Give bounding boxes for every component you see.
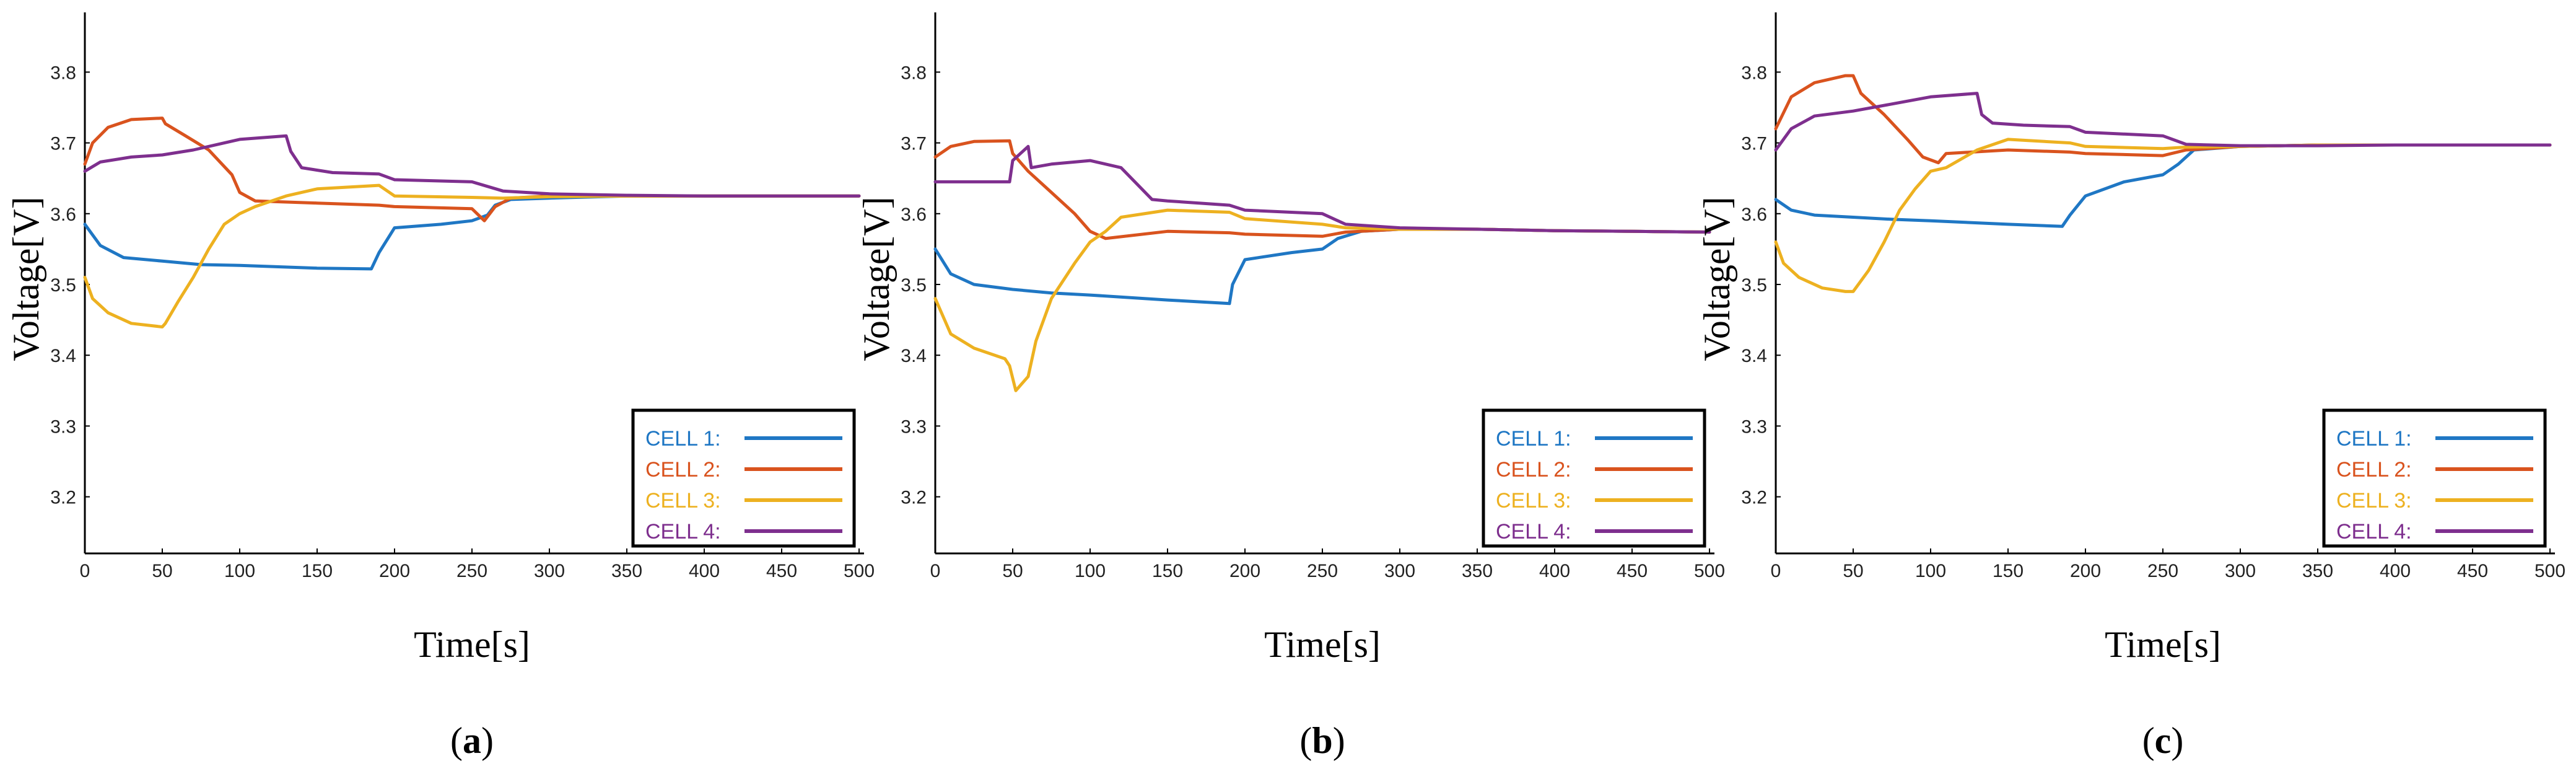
y-tick-label: 3.3 xyxy=(1741,416,1767,437)
y-tick-label: 3.7 xyxy=(1741,134,1767,154)
x-tick-label: 450 xyxy=(2457,561,2488,581)
series-line-cell-4 xyxy=(1774,92,2552,152)
legend-box xyxy=(1482,408,1706,548)
panel-label: (c) xyxy=(2142,720,2184,761)
y-tick-label: 3.3 xyxy=(50,416,76,437)
x-tick-label: 50 xyxy=(1002,561,1023,581)
y-tick-label: 3.4 xyxy=(901,346,927,366)
x-tick-label: 250 xyxy=(1307,561,1338,581)
x-tick-label: 200 xyxy=(1229,561,1260,581)
x-tick-label: 0 xyxy=(80,561,90,581)
legend: CELL 1: CELL 2: CELL 3: CELL 4: xyxy=(2322,408,2547,548)
legend-box xyxy=(2322,408,2547,548)
x-tick-label: 400 xyxy=(2380,561,2411,581)
series-line-cell-1 xyxy=(933,227,1711,306)
legend: CELL 1: CELL 2: CELL 3: CELL 4: xyxy=(1482,408,1706,548)
y-axis-label: Voltage[V] xyxy=(1696,196,1737,361)
x-axis-label: Time[s] xyxy=(2105,624,2221,665)
series-line-cell-3 xyxy=(1774,138,2552,293)
x-tick-label: 500 xyxy=(1694,561,1725,581)
legend-box xyxy=(631,408,856,548)
y-tick-label: 3.6 xyxy=(1741,205,1767,225)
series-line-cell-3 xyxy=(83,183,861,328)
y-tick-label: 3.4 xyxy=(50,346,76,366)
y-tick-label: 3.5 xyxy=(901,275,927,296)
legend-label: CELL 1: xyxy=(2336,427,2412,451)
y-tick-label: 3.6 xyxy=(50,205,76,225)
legend-label: CELL 2: xyxy=(2336,458,2412,482)
x-tick-label: 250 xyxy=(456,561,487,581)
x-tick-label: 50 xyxy=(152,561,172,581)
y-tick-label: 3.2 xyxy=(50,488,76,508)
x-tick-label: 300 xyxy=(2225,561,2256,581)
legend-label: CELL 2: xyxy=(1496,458,1571,482)
x-tick-label: 0 xyxy=(930,561,941,581)
legend-label: CELL 1: xyxy=(1496,427,1571,451)
x-tick-label: 450 xyxy=(1617,561,1648,581)
x-tick-label: 450 xyxy=(766,561,797,581)
chart-panel-b: 0 50 100 150 200 250 300 350 400 450 500 3.2 3.3 3.4 3… xyxy=(856,12,1725,761)
x-tick-label: 300 xyxy=(1384,561,1415,581)
y-tick-label: 3.8 xyxy=(50,63,76,83)
series-line-cell-1 xyxy=(1774,143,2552,228)
legend-label: CELL 2: xyxy=(645,458,721,482)
series-line-cell-4 xyxy=(933,144,1711,234)
panel-label: (a) xyxy=(450,720,494,761)
legend: CELL 1: CELL 2: CELL 3: CELL 4: xyxy=(631,408,856,548)
x-axis-label: Time[s] xyxy=(414,624,530,665)
chart-panel-a: 0 50 100 150 200 250 300 350 400 450 500 3.2 3.3 3.4 3… xyxy=(6,12,875,761)
y-tick-label: 3.7 xyxy=(50,134,76,154)
y-tick-label: 3.8 xyxy=(901,63,927,83)
x-tick-label: 150 xyxy=(1993,561,2024,581)
x-tick-label: 100 xyxy=(1075,561,1106,581)
legend-label: CELL 3: xyxy=(645,489,721,513)
legend-label: CELL 4: xyxy=(2336,520,2412,544)
x-tick-label: 50 xyxy=(1843,561,1863,581)
y-tick-label: 3.8 xyxy=(1741,63,1767,83)
y-tick-label: 3.2 xyxy=(1741,488,1767,508)
y-tick-label: 3.5 xyxy=(50,275,76,296)
x-tick-label: 200 xyxy=(2070,561,2101,581)
legend-label: CELL 3: xyxy=(2336,489,2412,513)
series-line-cell-4 xyxy=(83,134,861,198)
x-tick-label: 150 xyxy=(1152,561,1183,581)
x-tick-label: 200 xyxy=(379,561,410,581)
y-tick-label: 3.5 xyxy=(1741,275,1767,296)
y-axis-label: Voltage[V] xyxy=(856,196,897,361)
y-tick-label: 3.7 xyxy=(901,134,927,154)
x-tick-label: 0 xyxy=(1771,561,1781,581)
y-tick-label: 3.4 xyxy=(1741,346,1767,366)
x-tick-label: 100 xyxy=(224,561,255,581)
chart-panel-c: 0 50 100 150 200 250 300 350 400 450 500 3.2 3.3 3.4 3… xyxy=(1696,12,2565,761)
series-line-cell-2 xyxy=(83,117,861,222)
x-tick-label: 100 xyxy=(1915,561,1946,581)
y-tick-label: 3.6 xyxy=(901,205,927,225)
x-tick-label: 500 xyxy=(844,561,875,581)
legend-label: CELL 3: xyxy=(1496,489,1571,513)
x-tick-label: 350 xyxy=(611,561,642,581)
x-tick-label: 350 xyxy=(1462,561,1493,581)
legend-label: CELL 4: xyxy=(1496,520,1571,544)
x-tick-label: 150 xyxy=(302,561,333,581)
x-tick-label: 400 xyxy=(689,561,720,581)
x-tick-label: 350 xyxy=(2302,561,2333,581)
y-axis-label: Voltage[V] xyxy=(6,196,46,361)
x-tick-label: 500 xyxy=(2535,561,2565,581)
x-tick-label: 300 xyxy=(534,561,565,581)
x-tick-label: 400 xyxy=(1539,561,1570,581)
y-tick-label: 3.2 xyxy=(901,488,927,508)
panel-label: (b) xyxy=(1299,720,1345,761)
legend-label: CELL 1: xyxy=(645,427,721,451)
y-tick-label: 3.3 xyxy=(901,416,927,437)
series-line-cell-1 xyxy=(83,194,861,271)
legend-label: CELL 4: xyxy=(645,520,721,544)
x-tick-label: 250 xyxy=(2147,561,2178,581)
x-axis-label: Time[s] xyxy=(1264,624,1381,665)
